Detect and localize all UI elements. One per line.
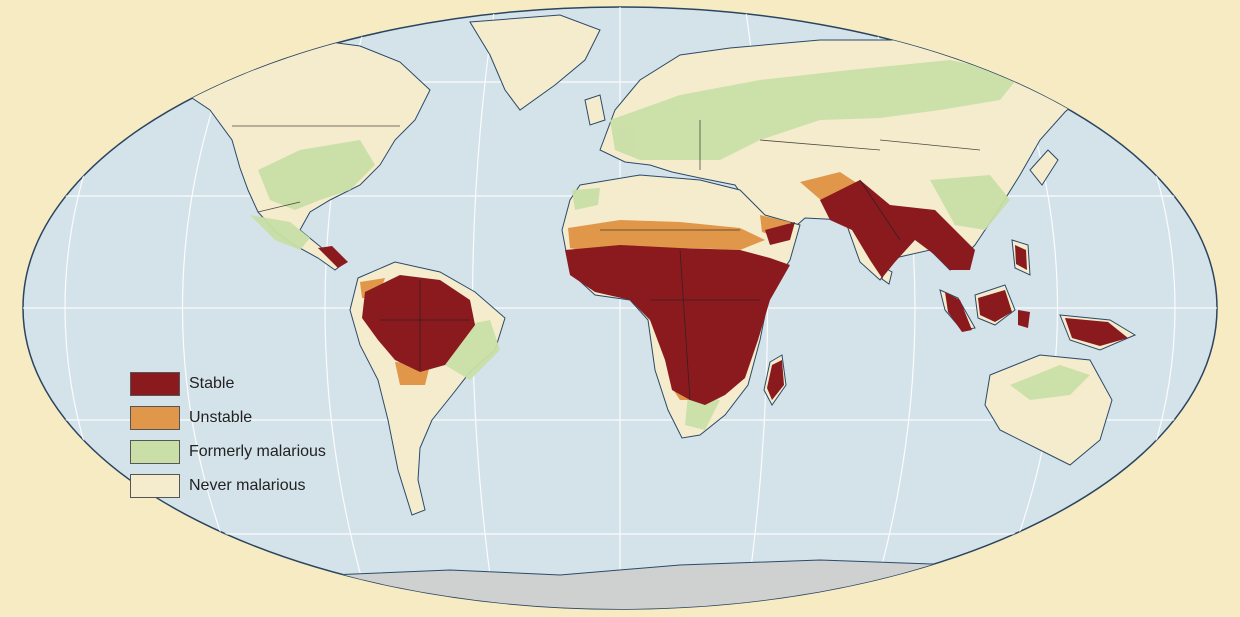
british-isles xyxy=(584,94,606,126)
legend-swatch-never-malarious xyxy=(130,474,180,498)
legend-item-never-malarious: Never malarious xyxy=(130,473,326,499)
legend-label-never-malarious: Never malarious xyxy=(189,477,306,494)
legend-item-unstable: Unstable xyxy=(130,405,326,431)
graticule xyxy=(23,7,1217,609)
legend: Stable Unstable Formerly malarious Never… xyxy=(130,371,326,499)
legend-label-formerly-malarious: Formerly malarious xyxy=(189,443,326,460)
zone-formerly-malarious xyxy=(250,60,1090,430)
greenland xyxy=(469,14,601,111)
legend-item-formerly-malarious: Formerly malarious xyxy=(130,439,326,465)
japan xyxy=(1029,149,1059,186)
legend-item-stable: Stable xyxy=(130,371,326,397)
legend-swatch-unstable xyxy=(130,406,180,430)
legend-label-unstable: Unstable xyxy=(189,409,253,426)
country-borders xyxy=(232,120,981,401)
legend-swatch-formerly-malarious xyxy=(130,440,180,464)
zone-stable xyxy=(318,180,1128,405)
new-zealand xyxy=(1149,444,1176,492)
legend-label-stable: Stable xyxy=(189,375,235,392)
legend-swatch-stable xyxy=(130,372,180,396)
